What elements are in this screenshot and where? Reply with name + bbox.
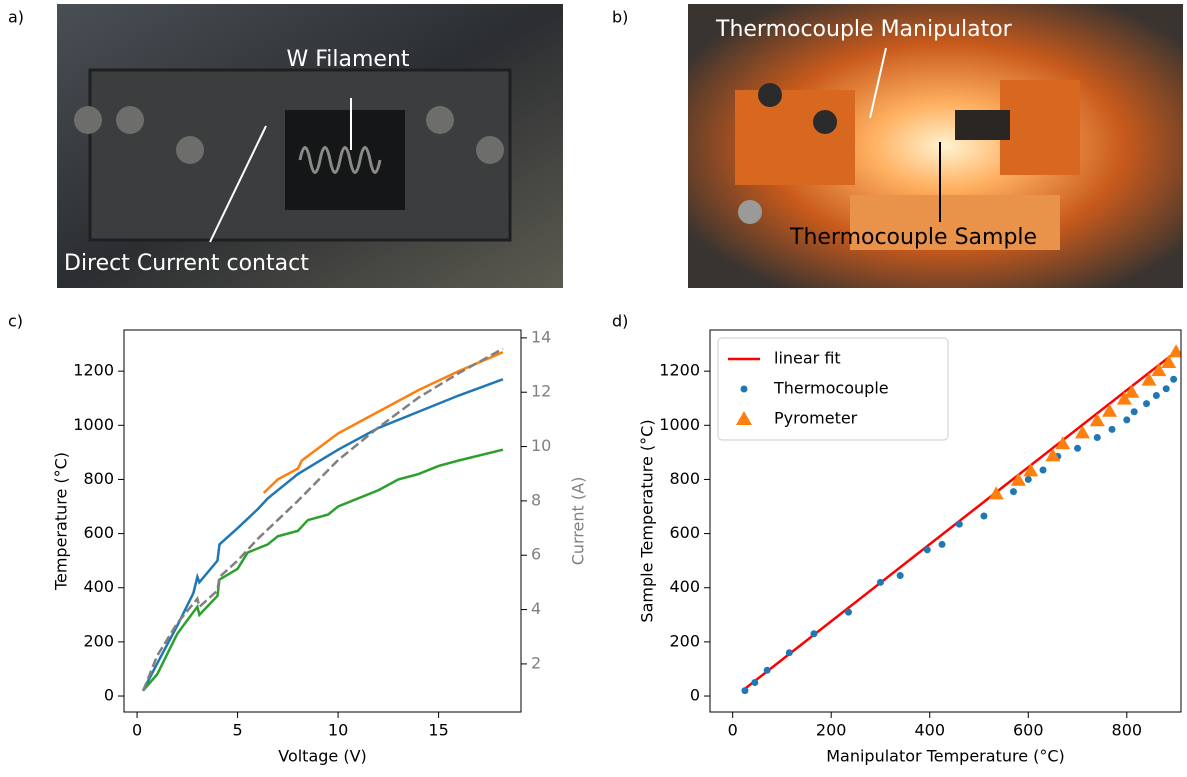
marker (1093, 433, 1101, 441)
marker (741, 687, 749, 695)
marker (1023, 463, 1039, 477)
marker (785, 649, 793, 657)
marker (1102, 403, 1118, 417)
marker (896, 572, 904, 580)
y-tick-label: 1200 (73, 361, 114, 380)
y2-tick-label: 8 (531, 490, 541, 509)
y-tick-label: 800 (669, 469, 700, 488)
panel-label: d) (612, 312, 628, 331)
x-tick-label: 5 (232, 721, 242, 740)
y2-tick-label: 4 (531, 599, 541, 618)
y-tick-label: 600 (669, 523, 700, 542)
y-tick-label: 1000 (659, 415, 700, 434)
marker (763, 666, 771, 674)
y-tick-label: 0 (690, 686, 700, 705)
marker (1123, 416, 1131, 424)
marker (1010, 472, 1026, 486)
annotation: W Filament (286, 47, 409, 72)
legend-label: linear fit (774, 349, 841, 368)
y-tick-label: 200 (669, 631, 700, 650)
series-line (141, 347, 504, 692)
marker (1152, 392, 1160, 400)
y2-tick-label: 14 (531, 327, 551, 346)
marker (844, 608, 852, 616)
photo-b: Thermocouple Manipulator Thermocouple Sa… (688, 4, 1183, 288)
marker (923, 546, 931, 554)
marker (1024, 475, 1032, 483)
y2-tick-label: 6 (531, 545, 541, 564)
y-axis-label: Sample Temperature (°C) (638, 419, 657, 622)
legend-swatch (736, 411, 752, 425)
panel-label: b) (612, 8, 628, 27)
legend-swatch (740, 385, 748, 393)
annotation: Thermocouple Sample (789, 225, 1037, 250)
marker (1168, 344, 1181, 358)
marker (1074, 444, 1082, 452)
marker (1162, 385, 1170, 393)
plot-area (141, 347, 504, 692)
legend-box (717, 337, 949, 441)
y-tick-label: 400 (83, 577, 114, 596)
marker (988, 486, 1004, 500)
axes-frame (123, 329, 522, 713)
x-tick-label: 600 (1013, 721, 1044, 740)
x-tick-label: 200 (816, 721, 847, 740)
y-tick-label: 1200 (659, 361, 700, 380)
x-tick-label: 400 (914, 721, 945, 740)
y-tick-label: 600 (83, 523, 114, 542)
marker (1116, 391, 1132, 405)
annotation: Direct Current contact (64, 251, 309, 276)
marker (810, 630, 818, 638)
y-tick-label: 400 (669, 577, 700, 596)
annotation: Thermocouple Manipulator (715, 17, 1013, 42)
marker (1124, 384, 1140, 398)
marker (1045, 448, 1061, 462)
marker (955, 520, 963, 528)
marker (1089, 413, 1105, 427)
y-tick-label: 1000 (73, 415, 114, 434)
series-line (262, 351, 504, 494)
marker (980, 512, 988, 520)
panel-label: c) (8, 312, 23, 331)
marker (1108, 425, 1116, 433)
marker (938, 540, 946, 548)
y-tick-label: 800 (83, 469, 114, 488)
legend-label: Pyrometer (774, 409, 858, 428)
x-axis-label: Manipulator Temperature (°C) (826, 747, 1065, 766)
marker (1130, 408, 1138, 416)
y2-axis-label: Current (A) (569, 477, 588, 566)
y2-tick-label: 10 (531, 436, 551, 455)
series-line (142, 448, 504, 692)
marker (1141, 372, 1157, 386)
x-tick-label: 800 (1112, 721, 1143, 740)
x-tick-label: 15 (428, 721, 448, 740)
marker (1039, 466, 1047, 474)
x-tick-label: 0 (728, 721, 738, 740)
panel-label: a) (8, 8, 24, 27)
marker (1009, 488, 1017, 496)
x-tick-label: 10 (328, 721, 348, 740)
y2-tick-label: 2 (531, 653, 541, 672)
y-axis-label: Temperature (°C) (52, 452, 71, 591)
series-line (141, 378, 504, 692)
y2-tick-label: 12 (531, 382, 551, 401)
legend-label: Thermocouple (773, 379, 889, 398)
x-axis-label: Voltage (V) (278, 747, 367, 766)
x-tick-label: 0 (132, 721, 142, 740)
marker (1074, 425, 1090, 439)
marker (1161, 355, 1177, 369)
marker (1151, 363, 1167, 377)
marker (1143, 400, 1151, 408)
marker (876, 578, 884, 586)
y-tick-label: 0 (104, 686, 114, 705)
y-tick-label: 200 (83, 631, 114, 650)
marker (1170, 375, 1178, 383)
plot-area (741, 344, 1181, 695)
marker (1055, 436, 1071, 450)
marker (751, 678, 759, 686)
axes-frame (709, 329, 1182, 713)
photo-a: W Filament Direct Current contact (57, 4, 563, 288)
